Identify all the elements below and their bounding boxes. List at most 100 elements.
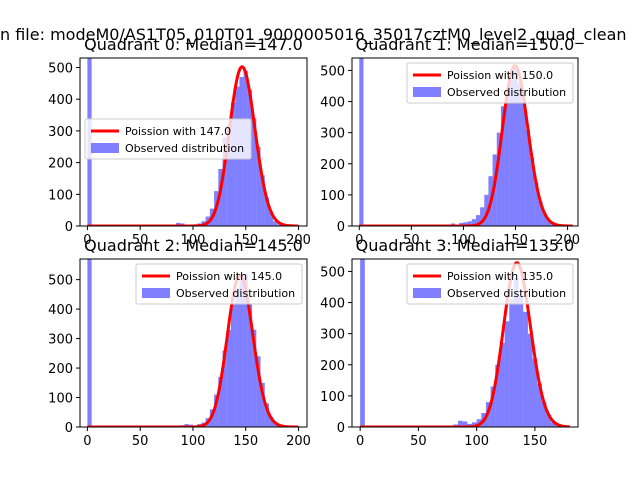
y-tick-label: 200 bbox=[320, 359, 345, 374]
histogram-bar bbox=[252, 118, 257, 226]
histogram-bar bbox=[496, 132, 501, 226]
y-tick-label: 500 bbox=[320, 265, 345, 280]
histogram-bar bbox=[273, 422, 278, 427]
axes-frame bbox=[79, 258, 308, 428]
y-tick-label: 400 bbox=[48, 93, 73, 108]
y-tick-label: 300 bbox=[48, 125, 73, 140]
legend: Poission with 135.0 Observed distribution bbox=[406, 263, 574, 305]
y-tick-label: 0 bbox=[65, 421, 73, 436]
histogram-bar bbox=[260, 175, 265, 226]
histogram-bar bbox=[87, 259, 92, 427]
y-tick-label: 400 bbox=[320, 297, 345, 312]
y-tick-label: 400 bbox=[320, 96, 345, 111]
histogram-bar bbox=[359, 58, 364, 226]
histogram-bar bbox=[247, 303, 253, 427]
histogram-bar bbox=[256, 146, 261, 226]
histogram-bar bbox=[509, 299, 514, 427]
histogram-bar bbox=[459, 222, 464, 226]
histogram-bar bbox=[243, 273, 248, 427]
x-tick-label: 200 bbox=[555, 233, 580, 248]
histogram-bar bbox=[490, 386, 496, 427]
histogram-bar bbox=[537, 383, 542, 427]
histogram-bar bbox=[509, 79, 514, 226]
x-tick-label: 150 bbox=[522, 434, 547, 449]
histogram-bar bbox=[505, 89, 510, 226]
histogram-bar bbox=[256, 356, 261, 427]
y-tick-label: 100 bbox=[320, 189, 345, 204]
axes-frame bbox=[351, 258, 579, 428]
histogram-bars bbox=[87, 259, 282, 427]
x-tick-label: 100 bbox=[451, 233, 476, 248]
histogram-bar bbox=[475, 215, 481, 226]
x-tick-label: 50 bbox=[403, 233, 420, 248]
x-tick-label: 0 bbox=[83, 233, 91, 248]
x-tick-label: 50 bbox=[132, 233, 149, 248]
histogram-bar bbox=[462, 421, 468, 427]
axes-frame bbox=[351, 57, 579, 227]
histogram-bar bbox=[499, 343, 505, 427]
legend-line-label: Poission with 145.0 bbox=[176, 270, 282, 283]
histogram-bar bbox=[230, 102, 236, 226]
y-tick-label: 0 bbox=[65, 220, 73, 235]
y-tick-label: 100 bbox=[48, 392, 73, 407]
figure-suptitle: n file: modeM0/AS1T05_010T01_9000005016_… bbox=[0, 25, 627, 45]
histogram-bar bbox=[471, 422, 477, 427]
histogram-bar bbox=[264, 197, 269, 226]
x-tick-label: 0 bbox=[83, 434, 91, 449]
histogram-bar bbox=[218, 376, 223, 427]
y-tick-label: 500 bbox=[320, 64, 345, 79]
y-tick-label: 300 bbox=[320, 328, 345, 343]
histogram-bar bbox=[222, 350, 227, 427]
histogram-bar bbox=[532, 358, 538, 427]
histogram-bar bbox=[277, 224, 282, 226]
panel-title: Quadrant 0: Median=147.0 bbox=[84, 35, 303, 54]
histogram-bar bbox=[513, 277, 519, 427]
legend-box bbox=[406, 62, 574, 104]
histogram-bar bbox=[176, 222, 181, 226]
y-tick-label: 0 bbox=[337, 220, 345, 235]
histogram-bar bbox=[523, 311, 528, 427]
histogram-bar bbox=[226, 329, 231, 427]
histogram-bar bbox=[527, 333, 533, 427]
x-tick-label: 0 bbox=[355, 233, 363, 248]
legend-bar-label: Observed distribution bbox=[176, 287, 295, 300]
histogram-bar bbox=[517, 82, 522, 226]
x-tick-label: 150 bbox=[233, 233, 258, 248]
legend-box bbox=[406, 263, 574, 305]
x-tick-label: 150 bbox=[233, 434, 258, 449]
histogram-bar bbox=[252, 329, 257, 427]
legend-box bbox=[84, 118, 252, 160]
y-tick-label: 300 bbox=[320, 127, 345, 142]
axes-frame bbox=[79, 57, 308, 227]
histogram-bar bbox=[268, 211, 274, 226]
histogram-bar bbox=[504, 321, 510, 427]
y-tick-label: 0 bbox=[337, 421, 345, 436]
x-tick-label: 100 bbox=[181, 434, 206, 449]
x-tick-label: 100 bbox=[181, 233, 206, 248]
quadrant-0-panel: 0 50 100 150 200 0 100 200 300 400 500 Quadrant 0: … bbox=[48, 35, 311, 248]
histogram-bar bbox=[546, 220, 551, 226]
histogram-bar bbox=[239, 276, 244, 427]
histogram-bar bbox=[525, 129, 531, 226]
y-tick-label: 200 bbox=[48, 362, 73, 377]
histogram-bar bbox=[235, 288, 240, 427]
y-tick-label: 500 bbox=[48, 62, 73, 77]
quadrant-1-panel: 0 50 100 150 200 0 100 200 300 400 500 Quadrant 1: … bbox=[320, 35, 580, 248]
histogram-bars bbox=[360, 259, 561, 427]
panel-title: Quadrant 1: Median=150.0 bbox=[356, 35, 575, 54]
x-tick-label: 50 bbox=[132, 434, 149, 449]
histogram-bar bbox=[360, 259, 365, 427]
x-tick-label: 0 bbox=[356, 434, 364, 449]
y-tick-label: 100 bbox=[48, 188, 73, 203]
panel-title: Quadrant 2: Median=145.0 bbox=[84, 236, 303, 255]
histogram-bar bbox=[495, 364, 500, 427]
legend-bar-label: Observed distribution bbox=[125, 142, 244, 155]
histogram-bar bbox=[480, 207, 485, 226]
legend: Poission with 150.0 Observed distribution bbox=[406, 62, 574, 104]
histogram-bar bbox=[268, 416, 274, 427]
histogram-bar bbox=[458, 420, 463, 427]
histogram-bar bbox=[518, 296, 524, 427]
